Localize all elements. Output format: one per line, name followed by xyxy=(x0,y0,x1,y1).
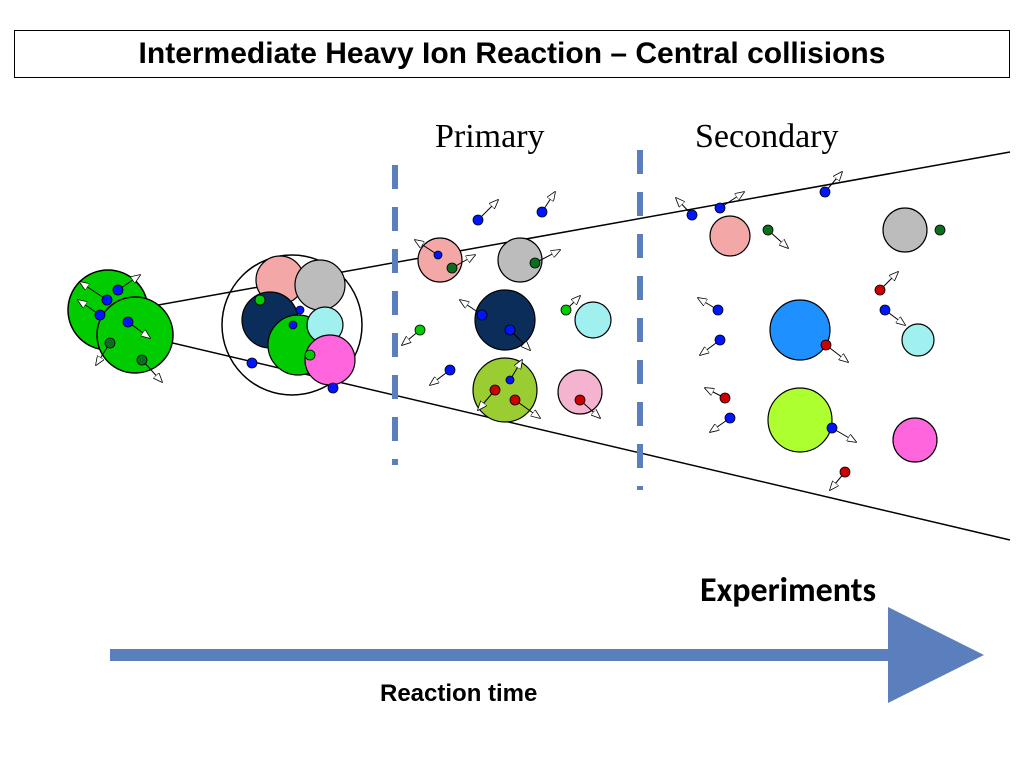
stage3-fragment-4 xyxy=(558,370,602,414)
stage4-fragment-4 xyxy=(902,324,934,356)
stage2-particle-5 xyxy=(328,383,338,393)
stage4-particle-0 xyxy=(687,210,697,220)
diagram-svg xyxy=(0,0,1024,768)
stage3-fragment-3 xyxy=(473,358,537,422)
stage4-particle-13 xyxy=(840,467,850,477)
stage3-particle-9 xyxy=(445,365,455,375)
stage3-particle-4 xyxy=(537,207,547,217)
stage1-particle-0 xyxy=(113,285,123,295)
stage3-particle-1 xyxy=(434,251,442,259)
stage2-fragment-5 xyxy=(305,335,355,385)
stage4-particle-5 xyxy=(713,305,723,315)
stage2-fragment-1 xyxy=(295,260,345,310)
stage1-particle-3 xyxy=(105,338,115,348)
stage4-particle-2 xyxy=(763,225,773,235)
stage4-particle-11 xyxy=(875,285,885,295)
stage3-particle-8 xyxy=(561,305,571,315)
stage4-particle-3 xyxy=(820,187,830,197)
stage2-particle-4 xyxy=(247,358,257,368)
stage4-particle-7 xyxy=(821,340,831,350)
stage4-particle-4 xyxy=(935,225,945,235)
stage1-particle-5 xyxy=(102,295,112,305)
stage4-particle-10 xyxy=(827,423,837,433)
stage2-particle-2 xyxy=(296,306,304,314)
stage3-particle-13 xyxy=(575,395,585,405)
stage4-particle-6 xyxy=(715,335,725,345)
stage4-particle-12 xyxy=(880,305,890,315)
stage1-fragment-1 xyxy=(97,297,173,373)
stage1-particle-4 xyxy=(137,355,147,365)
stage3-particle-11 xyxy=(510,395,520,405)
stage4-fragment-3 xyxy=(768,388,832,452)
stage3-particle-10 xyxy=(490,385,500,395)
stage4-fragment-1 xyxy=(883,208,927,252)
stage3-particle-12 xyxy=(506,376,514,384)
stage3-particle-2 xyxy=(530,258,540,268)
stage1-particle-1 xyxy=(95,310,105,320)
stage2-particle-1 xyxy=(305,350,315,360)
stage4-fragment-5 xyxy=(893,418,937,462)
stage4-fragment-0 xyxy=(710,216,750,256)
cone-bottom xyxy=(75,320,1010,540)
stage2-particle-0 xyxy=(255,295,265,305)
stage3-particle-7 xyxy=(415,325,425,335)
stage4-particle-8 xyxy=(720,393,730,403)
stage4-particle-9 xyxy=(725,413,735,423)
stage4-fragment-2 xyxy=(770,300,830,360)
stage3-particle-0 xyxy=(447,263,457,273)
stage2-particle-3 xyxy=(289,321,297,329)
stage3-particle-6 xyxy=(505,325,515,335)
stage3-fragment-5 xyxy=(575,302,611,338)
stage3-particle-3 xyxy=(473,215,483,225)
cone-top xyxy=(75,152,1010,320)
stage3-fragment-0 xyxy=(418,238,462,282)
stage4-particle-1 xyxy=(715,203,725,213)
stage1-particle-2 xyxy=(123,317,133,327)
stage3-particle-5 xyxy=(477,310,487,320)
